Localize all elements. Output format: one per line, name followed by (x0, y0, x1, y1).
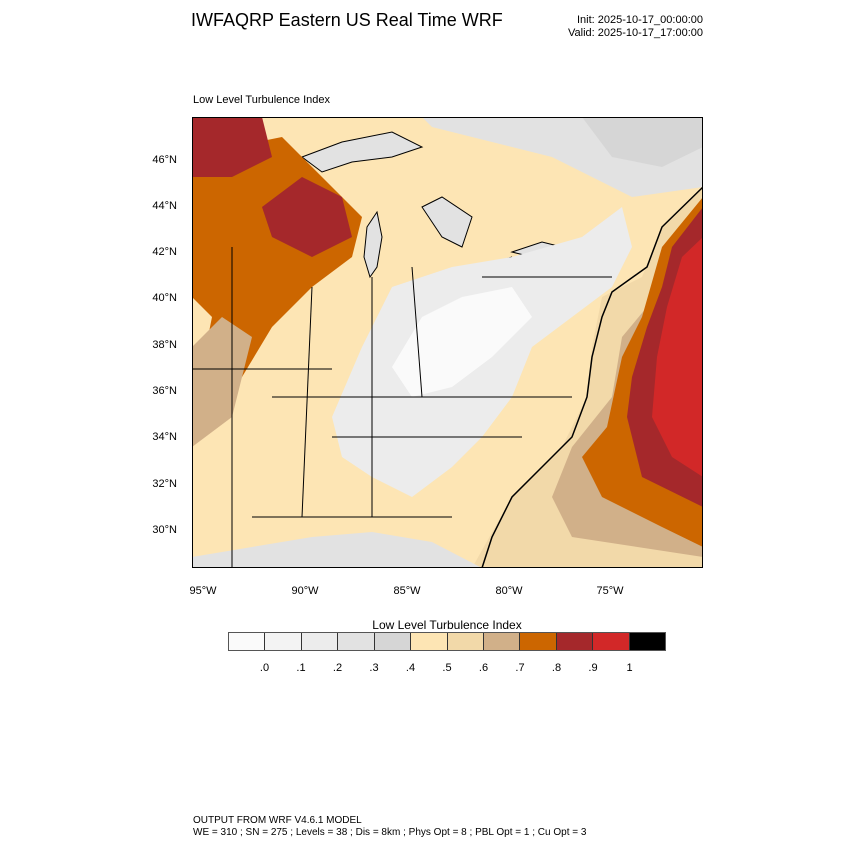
model-info: OUTPUT FROM WRF V4.6.1 MODEL WE = 310 ; … (193, 815, 586, 839)
colorbar-swatch (593, 633, 630, 650)
colorbar-label: .8 (551, 662, 562, 674)
colorbar-swatch (556, 633, 594, 650)
colorbar-swatch (629, 633, 666, 650)
map-frame (192, 117, 703, 568)
colorbar-label: .6 (478, 662, 489, 674)
very-high-index-wisconsin (262, 177, 352, 257)
lon-label: 80°W (495, 585, 523, 597)
colorbar-swatch (229, 633, 266, 650)
colorbar-swatch (265, 633, 302, 650)
init-time: Init: 2025-10-17_00:00:00 (577, 14, 703, 26)
colorbar-swatch (483, 633, 521, 650)
lat-label: 42°N (152, 246, 177, 258)
lon-label: 95°W (189, 585, 217, 597)
turbulence-map (192, 117, 703, 568)
colorbar-swatch (411, 633, 448, 650)
ocean-band-red (652, 237, 703, 477)
gulf-of-mexico (192, 532, 482, 568)
canada-region-dark (582, 117, 703, 167)
model-config: WE = 310 ; SN = 275 ; Levels = 38 ; Dis … (193, 827, 587, 838)
lake-michigan (363, 210, 383, 279)
state-boundaries (192, 247, 612, 568)
colorbar-label: .3 (369, 662, 379, 674)
colorbar-label: 1 (626, 662, 633, 674)
lat-label: 44°N (152, 200, 177, 212)
plot-title: IWFAQRP Eastern US Real Time WRF (191, 10, 503, 30)
lon-label: 90°W (291, 585, 319, 597)
atlantic-coastline (481, 186, 703, 568)
lat-label: 38°N (152, 339, 177, 351)
very-high-index-northwest (192, 117, 272, 177)
lat-label: 30°N (152, 524, 177, 536)
valid-time: Valid: 2025-10-17_17:00:00 (568, 27, 703, 39)
colorbar-swatch (447, 633, 484, 650)
colorbar-swatch (520, 633, 557, 650)
lat-label: 46°N (152, 154, 177, 166)
lake-huron (421, 196, 473, 248)
lon-label: 75°W (596, 585, 624, 597)
colorbar (228, 632, 666, 651)
lake-superior (300, 131, 424, 173)
colorbar-label: .4 (405, 662, 416, 674)
colorbar-label: .7 (515, 662, 525, 674)
moderate-index-southwest (192, 317, 252, 447)
lat-label: 34°N (152, 431, 177, 443)
colorbar-label: .1 (296, 662, 306, 674)
colorbar-title: Low Level Turbulence Index (372, 618, 522, 632)
colorbar-label: .5 (442, 662, 452, 674)
time-info: Init: 2025-10-17_00:00:00 Valid: 2025-10… (568, 14, 703, 40)
colorbar-label: .0 (259, 662, 270, 674)
lat-label: 40°N (152, 292, 177, 304)
lat-label: 32°N (152, 478, 177, 490)
model-version: OUTPUT FROM WRF V4.6.1 MODEL (193, 815, 362, 826)
lowest-index-region (392, 287, 532, 397)
map-subtitle: Low Level Turbulence Index (193, 94, 330, 106)
lat-label: 36°N (152, 385, 177, 397)
lon-label: 85°W (393, 585, 421, 597)
colorbar-label: .2 (332, 662, 343, 674)
colorbar-swatch (301, 633, 339, 650)
colorbar-label: .9 (588, 662, 598, 674)
colorbar-swatch (374, 633, 412, 650)
colorbar-swatch (338, 633, 375, 650)
